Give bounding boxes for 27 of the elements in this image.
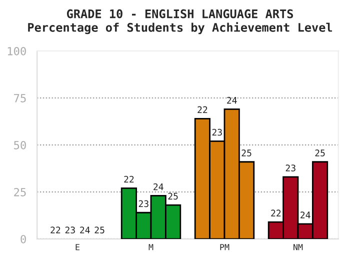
series-label: 24 — [154, 183, 164, 190]
text: 25 — [315, 150, 325, 156]
y-tick-label: 0 — [20, 234, 26, 244]
series-label: 22 — [124, 176, 134, 183]
text: 24 — [300, 212, 310, 218]
text: 24 — [227, 96, 237, 104]
text: 25 — [242, 150, 252, 156]
chart-title: GRADE 10 - ENGLISH LANGUAGE ARTS — [66, 9, 294, 18]
x-tick-label: PM — [220, 244, 230, 250]
text: 23 — [65, 226, 75, 234]
x-tick-label: E — [76, 244, 80, 250]
chart-subtitle: Percentage of Students by Achievement Level — [28, 22, 332, 34]
text: 25 — [94, 226, 104, 234]
y-tick-label: 50 — [14, 140, 26, 150]
series-label: 25 — [168, 192, 178, 200]
y-tick-label: 75 — [14, 94, 26, 102]
text: 23 — [138, 200, 148, 208]
series-label: 23 — [286, 164, 296, 172]
x-tick-label: NM — [294, 244, 303, 250]
x-tick-label: M — [148, 244, 154, 250]
text: 23 — [212, 128, 222, 136]
text: 22 — [50, 226, 60, 234]
y-tick-label: 25 — [14, 188, 26, 196]
text: 22 — [271, 210, 281, 216]
text: 22 — [198, 106, 208, 113]
y-tick-label: 100 — [8, 46, 26, 56]
text: 24 — [80, 226, 90, 234]
